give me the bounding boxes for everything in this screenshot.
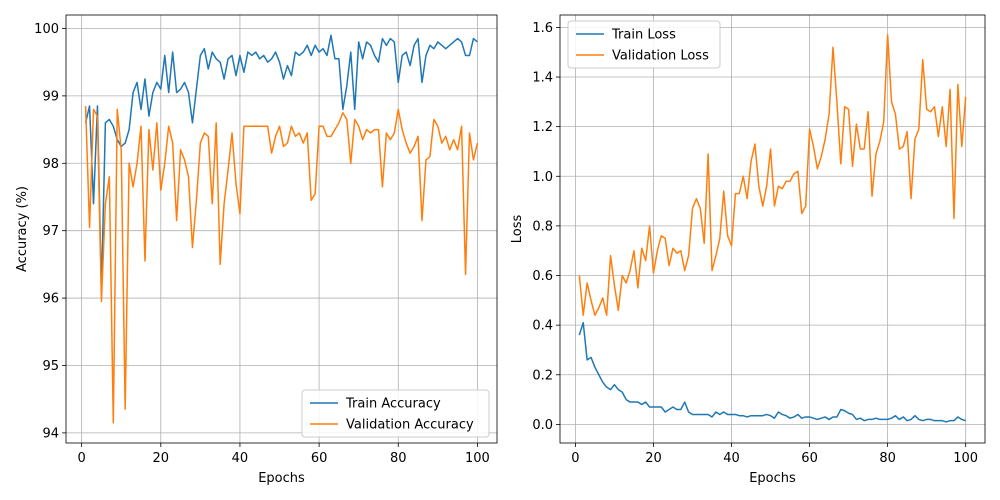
- accuracy-x-tick-label-3: 60: [311, 451, 328, 466]
- accuracy-y-tick-label-6: 100: [34, 22, 59, 37]
- accuracy-x-tick-label-0: 0: [77, 451, 85, 466]
- accuracy-chart: 0 20 40 60 80 100 94 95 96 97 98 99 100 Epochs Accurac…: [15, 14, 498, 486]
- accuracy-x-axis-label: Epochs: [258, 471, 305, 486]
- loss-y-tick-label-6: 1.2: [532, 120, 553, 135]
- accuracy-y-tick-label-0: 94: [42, 426, 59, 441]
- accuracy-y-tick-label-3: 97: [42, 224, 59, 239]
- accuracy-series-line-validation: [84, 105, 479, 424]
- loss-y-tick-label-7: 1.4: [532, 71, 553, 86]
- accuracy-y-tick-label-2: 96: [42, 292, 59, 307]
- accuracy-legend: Train Accuracy Validation Accuracy: [301, 389, 490, 438]
- loss-x-tick-label-1: 20: [645, 451, 662, 466]
- loss-x-tick-label-0: 0: [571, 451, 579, 466]
- accuracy-y-tick-label-5: 99: [42, 89, 59, 104]
- loss-y-tick-label-3: 0.6: [532, 269, 553, 284]
- accuracy-legend-label-1: Validation Accuracy: [346, 418, 474, 433]
- loss-legend-label-0: Train Loss: [611, 28, 676, 43]
- accuracy-y-tick-label-1: 95: [42, 359, 59, 374]
- loss-chart: 0 20 40 60 80 100 0.0 0.2 0.4 0.6 0.8 1.0 1.2 1.4 1.6 E…: [510, 14, 986, 486]
- loss-y-axis-label: Loss: [510, 215, 525, 244]
- loss-y-tick-label-0: 0.0: [532, 418, 553, 433]
- loss-y-tick-label-5: 1.0: [532, 170, 553, 185]
- loss-legend-box: [567, 20, 721, 69]
- accuracy-y-tick-label-4: 98: [42, 157, 59, 172]
- loss-x-tick-label-2: 40: [723, 451, 740, 466]
- loss-x-axis-label: Epochs: [749, 471, 796, 486]
- accuracy-legend-label-0: Train Accuracy: [345, 397, 441, 412]
- loss-y-tick-label-1: 0.2: [532, 368, 553, 383]
- accuracy-series-line-train: [84, 34, 478, 293]
- loss-y-tick-label-4: 0.8: [532, 219, 553, 234]
- loss-series-line-validation: [578, 34, 967, 316]
- loss-x-tick-label-5: 100: [953, 451, 978, 466]
- loss-y-tick-label-8: 1.6: [532, 21, 553, 36]
- loss-plot-frame: [559, 14, 986, 444]
- loss-legend: Train Loss Validation Loss: [567, 20, 721, 69]
- loss-y-tick-label-2: 0.4: [532, 319, 553, 334]
- accuracy-legend-box: [301, 389, 490, 438]
- accuracy-x-tick-label-4: 80: [390, 451, 407, 466]
- accuracy-y-axis-label: Accuracy (%): [15, 186, 30, 272]
- loss-x-tick-label-4: 80: [879, 451, 896, 466]
- accuracy-x-tick-label-2: 40: [232, 451, 249, 466]
- accuracy-x-tick-label-1: 20: [153, 451, 170, 466]
- accuracy-plot-frame: [65, 14, 498, 444]
- loss-legend-label-1: Validation Loss: [612, 49, 709, 64]
- accuracy-x-tick-label-5: 100: [465, 451, 490, 466]
- loss-series-line-train: [578, 321, 966, 423]
- loss-x-tick-label-3: 60: [801, 451, 818, 466]
